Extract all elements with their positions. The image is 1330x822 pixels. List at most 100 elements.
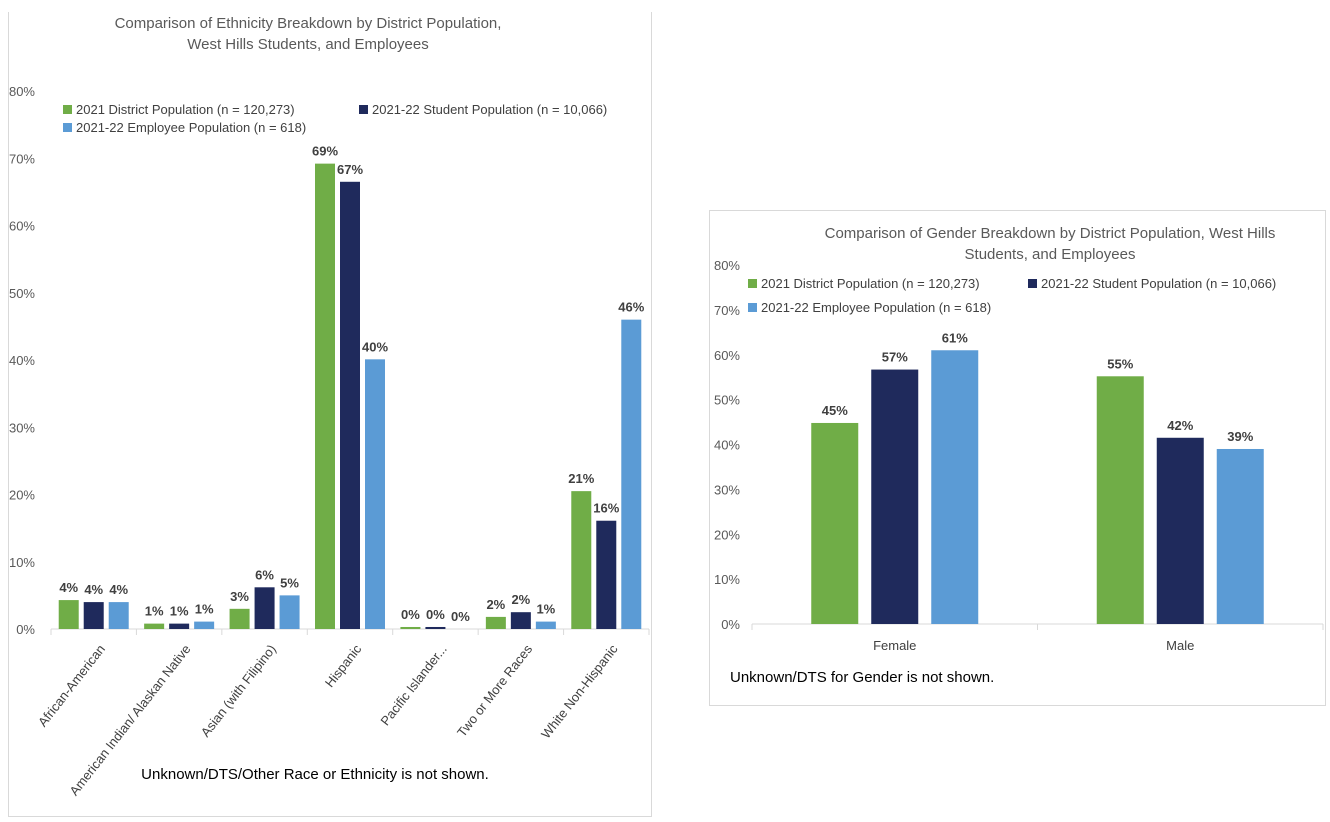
bar (811, 422, 859, 624)
legend-swatch (63, 105, 72, 114)
bar (365, 359, 385, 629)
legend-swatch (359, 105, 368, 114)
y-tick-label: 20% (714, 527, 740, 542)
data-label: 67% (337, 162, 363, 177)
chart-title: Comparison of Gender Breakdown by Distri… (825, 225, 1276, 242)
ethnicity-chart: Comparison of Ethnicity Breakdown by Dis… (9, 15, 650, 798)
x-category-label: Two or More Races (454, 641, 536, 739)
y-tick-label: 80% (9, 84, 35, 99)
bar (400, 626, 421, 629)
y-tick-label: 20% (9, 488, 35, 503)
data-label: 16% (593, 501, 619, 516)
y-tick-label: 30% (9, 420, 35, 435)
bar (425, 626, 446, 629)
y-tick-label: 0% (721, 617, 740, 632)
legend-label: 2021-22 Employee Population (n = 618) (761, 300, 991, 315)
chart-title: West Hills Students, and Employees (187, 36, 429, 53)
bar (535, 621, 556, 629)
legend-label: 2021-22 Employee Population (n = 618) (76, 120, 306, 135)
y-tick-label: 70% (714, 303, 740, 318)
data-label: 4% (84, 582, 103, 597)
data-label: 3% (230, 589, 249, 604)
legend-label: 2021 District Population (n = 120,273) (761, 276, 980, 291)
y-tick-label: 70% (9, 151, 35, 166)
legend-swatch (748, 279, 757, 288)
bar (596, 520, 617, 629)
data-label: 2% (511, 592, 530, 607)
data-label: 69% (312, 144, 338, 159)
x-category-label: Pacific Islander... (377, 642, 449, 729)
gender-chart-panel: Comparison of Gender Breakdown by Distri… (709, 210, 1326, 706)
y-tick-label: 60% (9, 219, 35, 234)
y-tick-label: 50% (714, 393, 740, 408)
legend-swatch (63, 123, 72, 132)
y-tick-label: 40% (9, 353, 35, 368)
data-label: 0% (401, 607, 420, 622)
bar (485, 616, 506, 629)
bar (169, 623, 190, 629)
data-label: 40% (362, 339, 388, 354)
bar (194, 621, 215, 629)
y-tick-label: 60% (714, 348, 740, 363)
bar (1156, 437, 1204, 624)
bar (510, 612, 531, 629)
y-tick-label: 10% (714, 572, 740, 587)
bar (58, 600, 79, 629)
bar (254, 587, 275, 629)
bar (1216, 448, 1264, 624)
bar (108, 602, 129, 629)
data-label: 61% (942, 330, 968, 345)
data-label: 57% (882, 350, 908, 365)
x-category-label: Hispanic (322, 641, 365, 690)
legend-swatch (1028, 279, 1037, 288)
x-category-label: Male (1166, 638, 1194, 653)
legend-label: 2021-22 Student Population (n = 10,066) (372, 102, 607, 117)
data-label: 1% (170, 604, 189, 619)
data-label: 39% (1227, 429, 1253, 444)
data-label: 0% (426, 607, 445, 622)
bar (279, 595, 300, 629)
gender-chart: Comparison of Gender Breakdown by Distri… (714, 225, 1324, 686)
x-category-label: Asian (with Filipino) (198, 642, 279, 740)
bar (144, 623, 165, 629)
data-label: 5% (280, 575, 299, 590)
legend-swatch (748, 303, 757, 312)
x-category-label: Female (873, 638, 916, 653)
data-label: 1% (145, 604, 164, 619)
data-label: 0% (451, 609, 470, 624)
bar (315, 163, 335, 629)
x-category-label: African-American (35, 642, 108, 730)
data-label: 4% (59, 580, 78, 595)
ethnicity-chart-panel: Comparison of Ethnicity Breakdown by Dis… (8, 12, 652, 817)
data-label: 1% (536, 602, 555, 617)
data-label: 55% (1107, 356, 1133, 371)
y-tick-label: 80% (714, 258, 740, 273)
chart-footnote: Unknown/DTS/Other Race or Ethnicity is n… (141, 766, 489, 783)
y-tick-label: 30% (714, 482, 740, 497)
y-tick-label: 40% (714, 438, 740, 453)
y-tick-label: 10% (9, 555, 35, 570)
y-tick-label: 0% (16, 622, 35, 637)
x-category-label: White Non-Hispanic (538, 641, 621, 741)
chart-title: Students, and Employees (965, 246, 1136, 263)
y-tick-label: 50% (9, 286, 35, 301)
data-label: 1% (195, 602, 214, 617)
bar (621, 319, 642, 629)
data-label: 46% (618, 300, 644, 315)
chart-footnote: Unknown/DTS for Gender is not shown. (730, 669, 994, 686)
data-label: 21% (568, 471, 594, 486)
data-label: 42% (1167, 418, 1193, 433)
bar (931, 350, 979, 624)
bar (871, 369, 919, 624)
bar (83, 602, 104, 629)
data-label: 4% (109, 582, 128, 597)
data-label: 2% (486, 597, 505, 612)
chart-title: Comparison of Ethnicity Breakdown by Dis… (115, 15, 502, 32)
bar (571, 491, 592, 629)
legend-label: 2021-22 Student Population (n = 10,066) (1041, 276, 1276, 291)
legend-label: 2021 District Population (n = 120,273) (76, 102, 295, 117)
data-label: 6% (255, 567, 274, 582)
bar (1096, 376, 1144, 624)
data-label: 45% (822, 403, 848, 418)
bar (340, 181, 360, 629)
